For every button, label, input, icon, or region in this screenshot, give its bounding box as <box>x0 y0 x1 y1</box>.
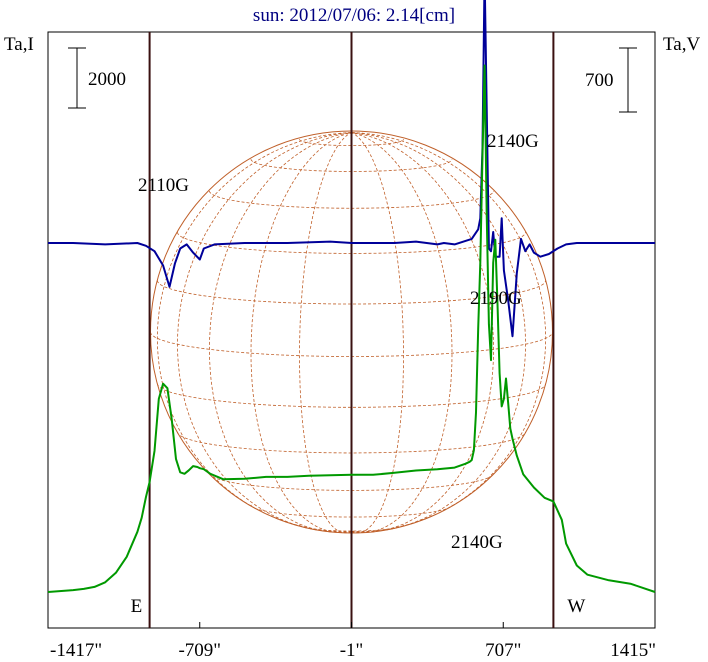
right-scale-bar <box>619 47 637 113</box>
longitude-line <box>351 132 495 533</box>
longitude-line <box>299 132 352 534</box>
limb-marker-label: W <box>567 596 585 617</box>
right-axis-label: Ta,V <box>663 34 700 55</box>
longitude-line <box>208 132 352 533</box>
annotation-label: 2110G <box>138 175 189 196</box>
longitude-line <box>351 132 527 533</box>
annotation-label: 2140G <box>451 532 503 553</box>
left-axis-label: Ta,I <box>4 34 34 55</box>
longitude-line <box>176 132 352 533</box>
right-scale-label: 700 <box>585 70 614 91</box>
latitude-line <box>156 280 547 305</box>
series-group <box>47 0 656 593</box>
x-tick-label: -709" <box>178 640 221 661</box>
limb-marker-label: E <box>131 596 143 617</box>
annotation-group: 2110G 2140G 2190G 2140G <box>138 131 539 553</box>
x-tick-label: 1415" <box>610 640 656 661</box>
series-ta-v-line <box>48 0 655 338</box>
x-tick-group: -1417" -709" -1" 707" 1415" <box>47 622 656 661</box>
series-ta-i-line <box>47 64 656 593</box>
chart-title: sun: 2012/07/06: 2.14[cm] <box>253 5 455 26</box>
annotation-label: 2190G <box>470 288 522 309</box>
x-tick-label: 707" <box>485 640 521 661</box>
annotation-label: 2140G <box>487 131 539 152</box>
x-tick-label: -1" <box>340 640 364 661</box>
left-scale-bar <box>68 47 86 109</box>
left-scale-label: 2000 <box>88 69 126 90</box>
longitude-line <box>250 132 352 534</box>
longitude-line <box>351 132 404 534</box>
x-tick-label: -1417" <box>50 640 102 661</box>
longitude-line <box>351 132 547 533</box>
longitude-line <box>351 132 453 534</box>
longitude-line <box>156 132 352 533</box>
